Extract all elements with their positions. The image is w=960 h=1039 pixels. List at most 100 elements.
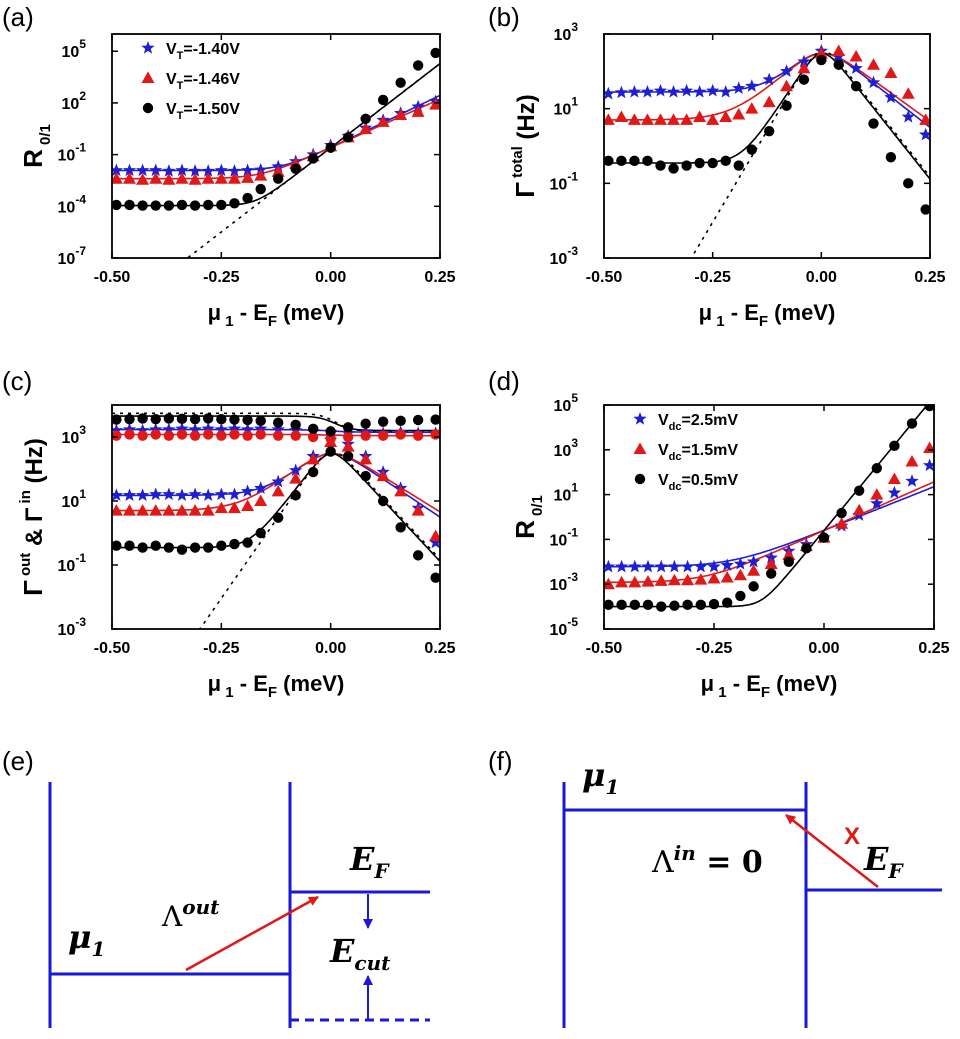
data-point-triangle-red [341, 440, 355, 452]
data-point-circle-black [746, 144, 757, 155]
data-point-star-blue [870, 496, 884, 510]
y-tick-label: 103 [62, 423, 87, 447]
x-tick-label: -0.25 [203, 269, 240, 286]
data-point-circle-black [395, 77, 406, 88]
data-point-circle-red [229, 429, 240, 440]
data-point-circle-black [655, 160, 666, 171]
data-point-circle-red [124, 429, 135, 440]
chart-panel-d: -0.50 -0.25 0.00 0.25 10-5 10-3 10-1 101 103 105 μ… [510, 391, 950, 701]
data-point-star-blue [604, 559, 616, 573]
fit-curve-red [604, 52, 930, 122]
data-point-triangle-red [214, 501, 228, 514]
data-point-triangle-red [667, 113, 681, 125]
data-point-circle-black [412, 550, 424, 561]
data-point-star-blue [149, 487, 163, 501]
data-point-star-blue [745, 79, 759, 92]
data-point-circle-black [833, 59, 844, 70]
data-point-star-blue [694, 559, 708, 573]
data-point-star-blue [136, 488, 150, 501]
data-point-triangle-red [762, 95, 776, 108]
data-point-star-blue [680, 559, 695, 573]
fit-curve-black-dashed [186, 62, 440, 258]
panel-letter-f: (f) [488, 746, 513, 776]
data-point-star-blue [122, 488, 137, 501]
y-tick-label: 10-5 [550, 615, 579, 639]
data-point-star-blue [614, 85, 628, 99]
data-point-circle-red [176, 429, 188, 440]
ef-label-e: EF [349, 840, 390, 883]
data-point-star-blue [614, 559, 629, 573]
data-point-circle-black [681, 160, 692, 171]
data-point-star-blue [746, 554, 761, 568]
data-point-circle-black [272, 417, 284, 428]
data-point-circle-black [836, 507, 847, 519]
data-point-circle-black [189, 413, 201, 425]
data-point-star-blue [201, 488, 215, 501]
data-point-circle-black [112, 540, 122, 551]
x-tick-label: 0.00 [808, 640, 839, 657]
data-point-triangle-red [604, 113, 615, 125]
data-point-circle-black [216, 413, 227, 425]
data-point-circle-black [163, 542, 175, 553]
data-point-triangle-red [764, 557, 778, 569]
data-point-circle-black [616, 599, 627, 611]
data-point-triangle-red [306, 452, 320, 465]
data-point-star-blue [201, 164, 215, 177]
data-point-circle-black [377, 495, 389, 507]
x-tick-label: 0.25 [914, 269, 945, 286]
data-point-circle-black [682, 599, 693, 611]
data-point-triangle-red [706, 113, 720, 125]
legend-label: Vdc=1.5mV [658, 442, 738, 463]
data-point-triangle-red [719, 110, 733, 122]
data-point-triangle-red [814, 47, 828, 59]
data-point-triangle-red [835, 517, 849, 529]
data-point-triangle-red [271, 484, 285, 497]
data-point-star-blue [922, 458, 934, 472]
data-point-circle-red [163, 430, 175, 441]
data-point-star-blue [254, 481, 268, 494]
data-point-triangle-red [694, 573, 708, 585]
data-point-circle-black [430, 572, 440, 583]
data-point-triangle-red [394, 108, 408, 120]
data-point-triangle-red [919, 113, 930, 125]
data-point-star-blue [641, 559, 655, 573]
data-point-circle-black [342, 132, 354, 143]
data-point-circle-red [203, 429, 214, 440]
data-point-triangle-red [254, 169, 268, 181]
y-tick-label: 10-1 [550, 525, 579, 549]
y-tick-label: 105 [62, 37, 87, 61]
data-point-circle-black [430, 414, 440, 425]
data-point-star-blue [666, 85, 681, 98]
x-tick-label: 0.00 [315, 269, 346, 286]
data-point-circle-black [798, 74, 810, 85]
data-point-circle-black [229, 198, 240, 209]
data-point-circle-black [124, 413, 135, 425]
data-point-circle-black [163, 413, 175, 424]
data-point-circle-black [290, 163, 301, 175]
x-tick-label: -0.50 [94, 640, 131, 657]
data-point-star-blue [653, 83, 668, 97]
data-point-star-blue [887, 485, 902, 499]
data-point-star-blue [136, 423, 150, 437]
data-point-circle-black [229, 538, 240, 550]
data-point-triangle-red [112, 172, 123, 184]
data-point-circle-black [255, 415, 266, 427]
data-point-star-blue [240, 422, 255, 436]
data-point-circle-black [216, 199, 227, 211]
data-point-star-blue [901, 109, 915, 123]
legend-label: VT=-1.50V [166, 101, 240, 122]
blocked-cross: X [844, 823, 860, 850]
data-point-triangle-red [797, 61, 811, 74]
data-point-star-blue [162, 422, 176, 436]
data-point-triangle-red [201, 172, 215, 184]
chart-panel-b: -0.50 -0.25 0.00 0.25 10-3 10-1 101 103 μ 1 - EF… [509, 20, 946, 330]
data-point-circle-black [642, 599, 654, 611]
data-point-triangle-red [693, 110, 707, 122]
data-point-star-blue [122, 163, 137, 177]
data-point-circle-black [189, 542, 201, 553]
data-point-triangle-red [162, 504, 176, 516]
data-point-star-blue [112, 163, 123, 177]
data-point-triangle-red [780, 79, 794, 92]
data-point-circle-black [669, 600, 680, 611]
panel-letter-c: (c) [2, 366, 32, 396]
